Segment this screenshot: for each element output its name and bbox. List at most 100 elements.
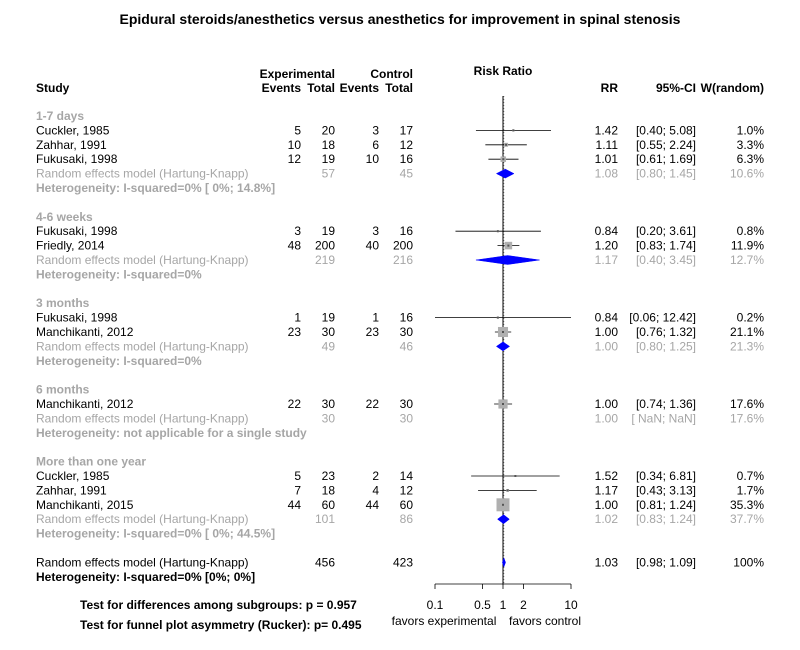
control-header: Control [370, 67, 413, 81]
subgroup-weight: 21.3% [730, 339, 764, 353]
weight-value: 21.1% [730, 325, 764, 339]
ctrl-events: 44 [366, 498, 380, 512]
study-name: Manchikanti, 2015 [36, 498, 134, 512]
study-name: Zahhar, 1991 [36, 138, 107, 152]
ctrl-events: 3 [372, 224, 379, 238]
ctrl-events: 4 [372, 483, 379, 497]
subgroup-ctrl-total: 46 [400, 339, 414, 353]
weight-value: 6.3% [737, 152, 765, 166]
subgroup-exp-total: 57 [322, 167, 336, 181]
exp-events: 1 [294, 311, 301, 325]
subgroup-diamond [495, 341, 511, 352]
rr-value: 1.00 [595, 325, 619, 339]
ctrl-events-header: Events [340, 81, 380, 95]
exp-total-header: Total [307, 81, 335, 95]
exp-events: 3 [294, 224, 301, 238]
rr-header: RR [601, 81, 619, 95]
ctrl-total: 60 [400, 498, 414, 512]
subgroup-ctrl-total: 30 [400, 411, 414, 425]
point-estimate [496, 230, 499, 233]
weight-value: 1.7% [737, 483, 765, 497]
ctrl-events: 10 [366, 152, 380, 166]
experimental-header: Experimental [260, 67, 335, 81]
ctrl-total: 17 [400, 123, 414, 137]
overall-rr: 1.03 [595, 555, 619, 569]
overall-ci: [0.98; 1.09] [636, 555, 696, 569]
rr-value: 1.00 [595, 397, 619, 411]
ctrl-total: 14 [400, 469, 414, 483]
chart-title: Epidural steroids/anesthetics versus ane… [120, 11, 681, 27]
ci-value: [0.83; 1.74] [636, 239, 696, 253]
exp-events: 23 [288, 325, 302, 339]
subgroup-ctrl-total: 45 [400, 167, 414, 181]
exp-total: 19 [322, 152, 336, 166]
ctrl-total: 30 [400, 325, 414, 339]
exp-total: 23 [322, 469, 336, 483]
rr-value: 1.20 [595, 239, 619, 253]
rr-value: 1.17 [595, 483, 619, 497]
ci-value: [0.40; 5.08] [636, 123, 696, 137]
subgroup-model-label: Random effects model (Hartung-Knapp) [36, 253, 249, 267]
ctrl-total: 16 [400, 311, 414, 325]
ci-value: [0.06; 12.42] [629, 311, 696, 325]
overall-ctrl-total: 423 [393, 555, 413, 569]
point-estimate [502, 403, 504, 405]
rr-value: 1.52 [595, 469, 619, 483]
exp-total: 18 [322, 138, 336, 152]
ctrl-events: 3 [372, 123, 379, 137]
subgroup-rr: 1.08 [595, 167, 619, 181]
ctrl-events: 22 [366, 397, 380, 411]
ctrl-events: 40 [366, 239, 380, 253]
subgroup-ci: [0.80; 1.45] [636, 167, 696, 181]
study-name: Cuckler, 1985 [36, 123, 110, 137]
weight-header: W(random) [701, 81, 764, 95]
subgroup-model-label: Random effects model (Hartung-Knapp) [36, 339, 249, 353]
ci-value: [0.61; 1.69] [636, 152, 696, 166]
rr-value: 1.01 [595, 152, 619, 166]
ctrl-total-header: Total [385, 81, 413, 95]
subgroup-heterogeneity: Heterogeneity: I-squared=0% [36, 354, 202, 368]
exp-events: 10 [288, 138, 302, 152]
study-name: Friedly, 2014 [36, 239, 105, 253]
ci-value: [0.55; 2.24] [636, 138, 696, 152]
ci-value: [0.34; 6.81] [636, 469, 696, 483]
weight-value: 0.7% [737, 469, 765, 483]
subgroup-exp-total: 30 [322, 411, 336, 425]
rr-value: 1.00 [595, 498, 619, 512]
ci-header: 95%-CI [656, 81, 696, 95]
subgroup-ci: [0.40; 3.45] [636, 253, 696, 267]
study-name: Fukusaki, 1998 [36, 152, 118, 166]
ctrl-total: 16 [400, 224, 414, 238]
exp-events: 12 [288, 152, 302, 166]
ci-value: [0.43; 3.13] [636, 483, 696, 497]
ctrl-events: 23 [366, 325, 380, 339]
overall-diamond [502, 557, 506, 568]
subgroup-title: More than one year [36, 455, 146, 469]
subgroup-title: 3 months [36, 296, 90, 310]
subgroup-model-label: Random effects model (Hartung-Knapp) [36, 411, 249, 425]
exp-total: 30 [322, 325, 336, 339]
subgroup-weight: 10.6% [730, 167, 764, 181]
plot-reference-lines [502, 96, 505, 585]
overall-model-label: Random effects model (Hartung-Knapp) [36, 555, 249, 569]
test-subgroup-differences: Test for differences among subgroups: p … [80, 598, 357, 612]
point-estimate [505, 143, 508, 146]
exp-events: 48 [288, 239, 302, 253]
ci-value: [0.76; 1.32] [636, 325, 696, 339]
ci-value: [0.81; 1.24] [636, 498, 696, 512]
study-name: Cuckler, 1985 [36, 469, 110, 483]
subgroup-heterogeneity: Heterogeneity: I-squared=0% [ 0%; 44.5%] [36, 527, 275, 541]
subgroup-rr: 1.00 [595, 411, 619, 425]
subgroup-heterogeneity: Heterogeneity: I-squared=0% [ 0%; 14.8%] [36, 181, 275, 195]
ctrl-events: 2 [372, 469, 379, 483]
subgroup-model-label: Random effects model (Hartung-Knapp) [36, 512, 249, 526]
exp-total: 60 [322, 498, 336, 512]
point-estimate [502, 331, 504, 333]
rr-value: 0.84 [595, 311, 619, 325]
x-tick-label: 1 [500, 598, 507, 612]
point-estimate [506, 489, 509, 492]
x-tick-label: 10 [564, 598, 578, 612]
subgroup-rr: 1.00 [595, 339, 619, 353]
study-name: Fukusaki, 1998 [36, 311, 118, 325]
